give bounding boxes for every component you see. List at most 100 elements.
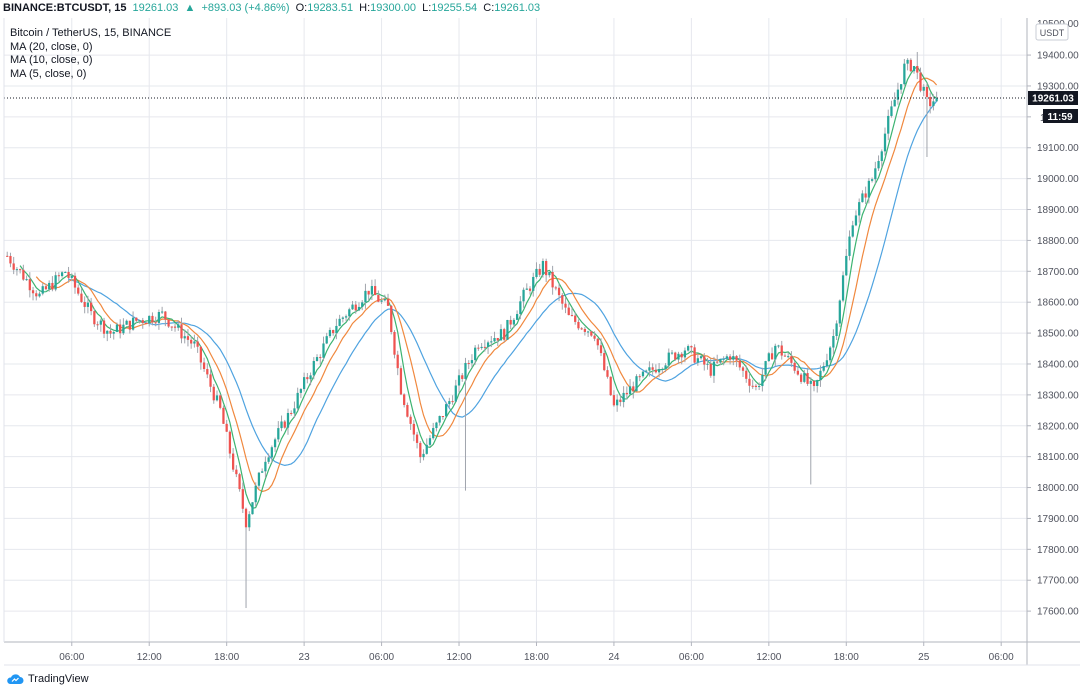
candle-up (829, 347, 832, 361)
candle-down (44, 286, 48, 290)
moving-averages (19, 65, 938, 509)
candle-down (319, 357, 322, 359)
candle-down (222, 407, 225, 424)
bar-countdown-label (1043, 109, 1078, 123)
candle-up (787, 356, 790, 358)
candle-down (603, 353, 606, 371)
candle-down (751, 385, 754, 387)
candle-down (135, 317, 138, 321)
legend-ma10[interactable]: MA (10, close, 0) (10, 54, 93, 66)
candle-down (419, 442, 422, 458)
close-value: 19261.03 (494, 2, 541, 14)
candle-down (31, 290, 35, 294)
candle-down (354, 304, 357, 311)
candle-up (628, 386, 632, 395)
close-label: C: (483, 2, 495, 14)
candle-down (606, 370, 609, 377)
candle-up (383, 299, 386, 301)
candle-down (651, 367, 654, 370)
symbol-interval[interactable]: BINANCE:BTCUSDT, 15 (3, 2, 127, 14)
candle-up (848, 236, 851, 256)
y-tick-label: 19100.00 (1037, 143, 1079, 154)
candle-down (812, 380, 816, 387)
candle-up (86, 302, 90, 307)
candle-down (219, 395, 222, 408)
x-tick-label: 06:00 (989, 652, 1014, 663)
candle-up (677, 353, 680, 360)
candle-up (38, 293, 41, 297)
candle-up (932, 101, 935, 107)
candle-up (302, 377, 306, 390)
candle-up (519, 301, 522, 315)
candle-down (415, 434, 419, 443)
candle-up (890, 106, 893, 116)
legend-ma5[interactable]: MA (5, close, 0) (10, 67, 87, 80)
candle-down (6, 255, 9, 257)
candle-up (54, 275, 57, 290)
candle-down (574, 315, 577, 322)
candle-up (261, 471, 264, 473)
candle-up (722, 358, 725, 360)
candle-up (667, 352, 670, 366)
candle-down (170, 326, 173, 328)
candle-down (80, 293, 83, 302)
candle-up (193, 341, 196, 344)
candle-down (22, 269, 25, 280)
candle-down (690, 346, 693, 348)
candle-down (35, 293, 38, 297)
candle-up (15, 269, 19, 271)
candle-down (728, 356, 732, 360)
candle-up (535, 268, 538, 277)
candle-up (160, 311, 164, 313)
candle-down (332, 330, 335, 334)
y-tick-label: 17900.00 (1037, 514, 1079, 525)
candle-up (64, 271, 67, 273)
candle-up (635, 376, 638, 392)
candle-up (683, 350, 687, 358)
candle-down (190, 339, 193, 344)
currency-badge[interactable] (1035, 23, 1069, 41)
candle-up (548, 272, 551, 276)
candle-up (712, 361, 716, 376)
candle-down (409, 416, 412, 424)
legend-ma20[interactable]: MA (20, close, 0) (10, 40, 93, 53)
candle-down (496, 338, 499, 341)
candle-down (396, 354, 399, 369)
candle-up (215, 395, 219, 401)
candle-down (577, 321, 580, 329)
tradingview-brand: TradingView (28, 673, 89, 685)
x-tick-label: 06:00 (369, 652, 394, 663)
candle-up (486, 342, 490, 347)
candle-up (115, 324, 119, 332)
candle-down (57, 275, 60, 277)
candle-down (570, 315, 574, 317)
candle-down (925, 86, 929, 97)
candle-up (60, 272, 64, 277)
candle-up (822, 366, 825, 371)
candle-up (254, 485, 257, 503)
candle-up (845, 255, 848, 276)
candle-up (880, 151, 883, 161)
candle-down (141, 320, 144, 323)
candle-down (564, 303, 567, 308)
candle-up (887, 115, 890, 134)
x-tick-label: 24 (608, 652, 620, 663)
candle-up (335, 325, 338, 334)
candle-down (793, 362, 796, 371)
candle-up (761, 374, 764, 387)
tradingview-footer[interactable]: TradingView (6, 673, 89, 685)
candle-down (102, 320, 106, 334)
candle-up (922, 86, 925, 91)
candle-down (567, 307, 570, 316)
candle-up (586, 331, 590, 333)
candle-up (273, 439, 277, 448)
candle-down (780, 345, 783, 356)
candle-down (28, 279, 31, 291)
candle-down (929, 96, 932, 107)
x-tick-label: 12:00 (137, 652, 162, 663)
candle-up (99, 320, 102, 325)
candle-down (19, 269, 22, 271)
candle-down (599, 345, 603, 354)
x-tick-label: 12:00 (756, 652, 781, 663)
